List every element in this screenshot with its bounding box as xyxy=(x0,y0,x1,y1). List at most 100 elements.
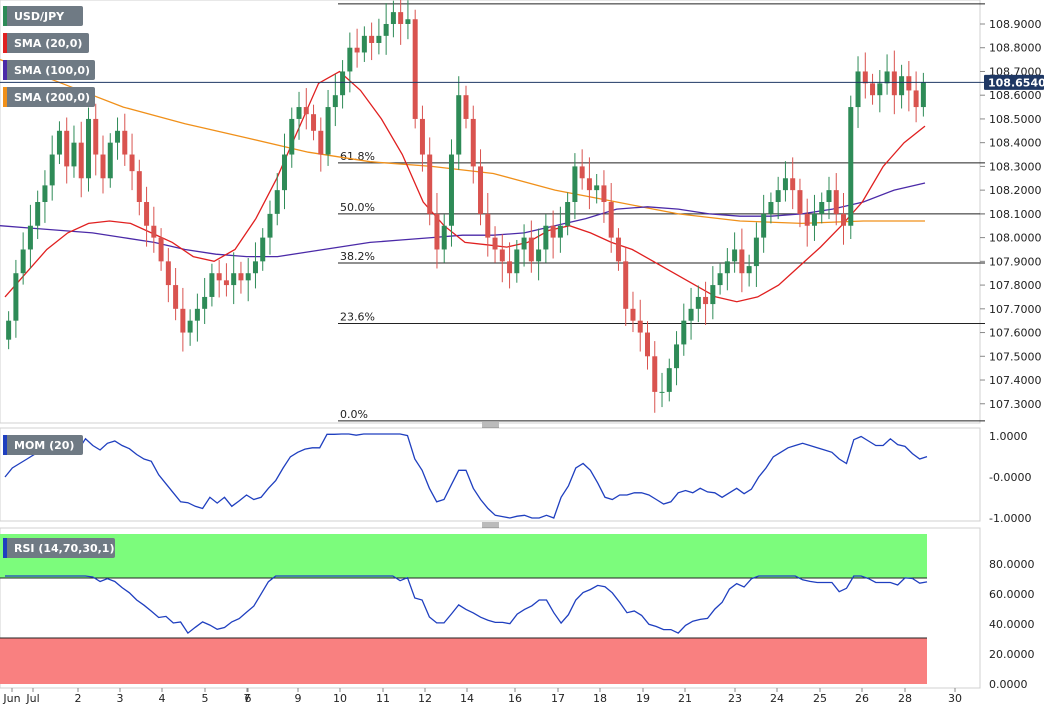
rsi-layer xyxy=(5,575,928,635)
candle xyxy=(354,28,360,68)
candle xyxy=(194,293,200,342)
candle xyxy=(572,153,578,220)
candle xyxy=(209,263,215,307)
candle xyxy=(492,226,498,263)
last-price-label: 108.6540 xyxy=(988,76,1046,89)
x-tick-label: 3 xyxy=(117,692,124,705)
candle xyxy=(877,70,883,113)
candle xyxy=(681,303,687,356)
candle xyxy=(144,186,150,247)
rsi-tick-label: 20.0000 xyxy=(989,648,1035,661)
x-tick-label: Jul xyxy=(25,692,39,705)
mom-tick-label: -0.0000 xyxy=(989,471,1031,484)
momentum-layer xyxy=(4,433,928,519)
candle xyxy=(565,192,571,236)
candle xyxy=(884,54,890,95)
candle xyxy=(775,176,781,220)
candle xyxy=(768,192,774,224)
candle xyxy=(361,26,367,62)
rsi-oversold-zone xyxy=(0,638,927,684)
candle xyxy=(550,210,556,259)
candle xyxy=(652,341,658,413)
price-tick-label: 108.6000 xyxy=(989,89,1042,102)
rsi-tick-label: 40.0000 xyxy=(989,618,1035,631)
candle xyxy=(623,248,629,326)
candle xyxy=(514,239,520,283)
legend-rsi[interactable]: RSI (14,70,30,1) xyxy=(3,538,115,558)
candle xyxy=(136,159,142,216)
candle xyxy=(608,183,614,253)
candle xyxy=(100,135,106,194)
candle xyxy=(180,287,186,352)
candle xyxy=(311,104,317,141)
legend-sma20[interactable]: SMA (20,0) xyxy=(3,33,89,53)
candle xyxy=(521,224,527,267)
candle xyxy=(448,139,454,247)
candle xyxy=(666,358,672,402)
rsi-tick-label: 0.0000 xyxy=(989,678,1028,691)
fib-label: 38.2% xyxy=(340,250,375,263)
x-tick-label: 9 xyxy=(295,692,302,705)
panel-splitter-bottom[interactable] xyxy=(482,522,499,528)
price-tick-label: 107.7000 xyxy=(989,303,1042,316)
x-tick-label: 21 xyxy=(678,692,692,705)
price-tick-label: 108.3000 xyxy=(989,160,1042,173)
candle xyxy=(434,192,440,269)
candle xyxy=(390,0,396,38)
price-tick-label: 108.4000 xyxy=(989,137,1042,150)
candle xyxy=(78,121,84,198)
candle xyxy=(674,331,680,386)
fib-label: 23.6% xyxy=(340,311,375,324)
mom-tick-label: 1.0000 xyxy=(989,430,1028,443)
legend-usdjpy[interactable]: USD/JPY xyxy=(3,6,83,26)
panel-splitter-top[interactable] xyxy=(482,422,499,428)
x-tick-label: 28 xyxy=(898,692,912,705)
legend-sma200-label: SMA (200,0) xyxy=(14,91,90,104)
candle xyxy=(688,287,694,340)
candle xyxy=(485,192,491,257)
legend-rsi-label: RSI (14,70,30,1) xyxy=(14,542,114,555)
candle xyxy=(456,76,462,170)
price-tick-label: 107.9000 xyxy=(989,255,1042,268)
candle xyxy=(579,149,585,190)
candle xyxy=(710,266,716,320)
candle xyxy=(71,125,77,178)
legend-mom[interactable]: MOM (20) xyxy=(3,435,83,455)
candle xyxy=(419,105,425,172)
candle xyxy=(245,258,251,302)
candle xyxy=(303,88,309,130)
candle xyxy=(841,192,847,245)
candle xyxy=(223,263,229,297)
x-tick-label: 19 xyxy=(636,692,650,705)
candle xyxy=(695,285,701,323)
x-tick-label: 5 xyxy=(202,692,209,705)
candle xyxy=(557,206,563,253)
x-tick-label: 24 xyxy=(770,692,784,705)
candle xyxy=(282,133,288,210)
candle xyxy=(289,107,295,168)
price-tick-label: 108.0000 xyxy=(989,232,1042,245)
legend-sma100[interactable]: SMA (100,0) xyxy=(3,60,95,80)
x-tick-label: 17 xyxy=(551,692,565,705)
candle xyxy=(252,242,258,289)
candle xyxy=(441,214,447,263)
candle xyxy=(782,161,788,202)
candle xyxy=(129,133,135,191)
candle xyxy=(20,232,26,285)
candle xyxy=(463,85,469,129)
candle xyxy=(870,73,876,105)
x-tick-label: 2 xyxy=(75,692,82,705)
candle xyxy=(811,194,817,241)
candle xyxy=(746,254,752,287)
candle xyxy=(913,71,919,123)
legend-sma200[interactable]: SMA (200,0) xyxy=(3,87,95,107)
candle xyxy=(151,206,157,253)
candle xyxy=(615,228,621,271)
candle xyxy=(340,60,346,109)
candle xyxy=(369,22,375,61)
price-tick-label: 108.9000 xyxy=(989,18,1042,31)
candle xyxy=(260,228,266,271)
x-tick-label: 10 xyxy=(333,692,347,705)
rsi-overbought-zone xyxy=(0,534,927,578)
candle xyxy=(231,252,237,305)
